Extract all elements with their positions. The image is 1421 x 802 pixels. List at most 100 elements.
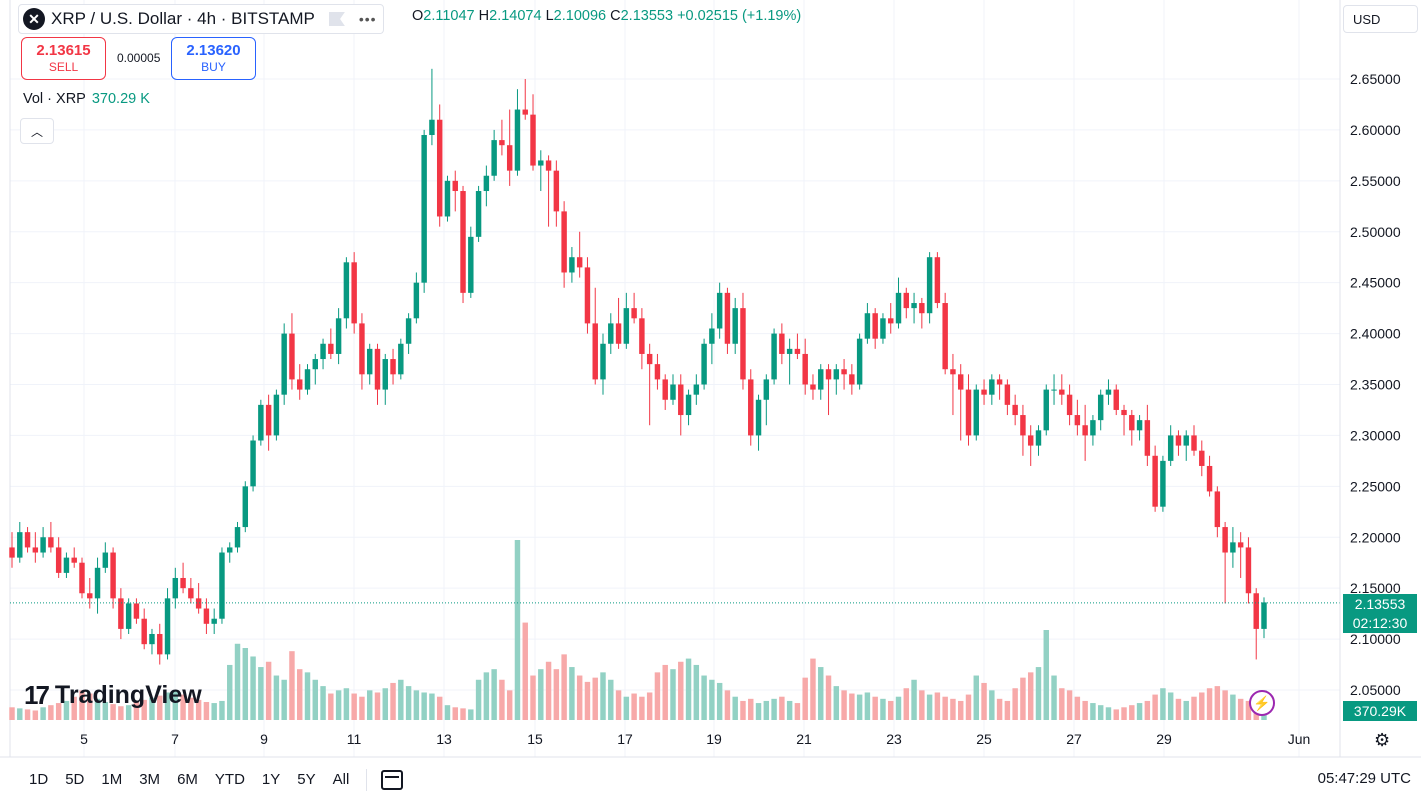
utc-clock[interactable]: 05:47:29 UTC (1317, 770, 1411, 787)
flag-icon[interactable] (328, 12, 345, 26)
ohlc-high-label: H (478, 8, 490, 24)
candle-body (1020, 415, 1026, 436)
range-button-1m[interactable]: 1M (101, 771, 123, 788)
candle-body (561, 211, 567, 273)
range-button-1y[interactable]: 1Y (261, 771, 281, 788)
volume-bar (670, 669, 676, 720)
candle-body (429, 119, 435, 136)
volume-bar (398, 679, 404, 720)
volume-bar (1191, 696, 1197, 720)
candle-body (475, 191, 482, 237)
symbol-title[interactable]: XRP / U.S. Dollar · 4h · BITSTAMP (51, 9, 315, 28)
candle-body (926, 257, 933, 314)
gear-icon[interactable]: ⚙ (1374, 730, 1391, 750)
price-tick-label: 2.65000 (1350, 71, 1401, 87)
volume-bar (1144, 700, 1151, 720)
buy-label: BUY (201, 59, 226, 74)
candle-body (1012, 404, 1018, 416)
volume-bar (157, 695, 163, 720)
time-axis[interactable]: 5 7 9 11 13 15 17 19 21 23 25 27 29 Jun (80, 731, 1310, 747)
volume-bar (654, 672, 661, 720)
candle-body (685, 394, 692, 416)
volume-bar (709, 679, 715, 720)
candle-body (786, 348, 793, 354)
candle-body (522, 109, 528, 115)
time-tick-label: 15 (527, 731, 543, 747)
volume-bar (623, 696, 630, 720)
volume-bar (576, 675, 583, 720)
sell-button[interactable]: 2.13615 SELL (21, 37, 106, 80)
range-button-3m[interactable]: 3M (139, 771, 161, 788)
candle-body (950, 369, 956, 375)
volume-bar (864, 692, 871, 720)
range-button-6m[interactable]: 6M (177, 771, 198, 788)
volume-bar (320, 686, 326, 720)
buy-button[interactable]: 2.13620 BUY (171, 37, 256, 80)
volume-bar (996, 698, 1003, 720)
candle-body (1136, 420, 1143, 431)
candle-body (468, 236, 474, 293)
volume-bar (1082, 700, 1088, 720)
candle-body (709, 328, 715, 344)
candle-body (1237, 542, 1244, 548)
candle-body (195, 598, 202, 609)
candle-body (452, 180, 458, 192)
candle-body (623, 308, 630, 344)
chevron-up-icon: ︿ (30, 124, 43, 139)
volume-bar (1129, 705, 1135, 720)
calendar-icon[interactable] (381, 769, 404, 790)
candle-body (320, 343, 326, 360)
volume-bar (926, 694, 933, 720)
volume-bar (32, 710, 39, 720)
price-tick-label: 2.55000 (1350, 173, 1401, 189)
candle-body (849, 374, 855, 385)
range-button-5y[interactable]: 5Y (297, 771, 316, 788)
range-button-ytd[interactable]: YTD (214, 771, 245, 788)
volume-bar (965, 694, 972, 720)
volume-legend[interactable]: Vol · XRP 370.29 K (23, 91, 150, 107)
lightning-icon[interactable]: ⚡ (1249, 690, 1275, 716)
price-axis[interactable]: 2.65000 2.60000 2.55000 2.50000 2.45000 2.400… (1350, 71, 1401, 698)
volume-bar (1105, 707, 1112, 720)
price-tick-label: 2.60000 (1350, 122, 1401, 138)
range-button-1d[interactable]: 1D (29, 771, 49, 788)
volume-bar (102, 702, 109, 720)
price-tick-label: 2.30000 (1350, 427, 1401, 443)
time-tick-label: 21 (796, 731, 812, 747)
candle-body (304, 369, 311, 390)
volume-bar (359, 696, 365, 720)
candle-body (592, 323, 598, 380)
candle-body (242, 486, 249, 528)
candle-body (1066, 394, 1073, 416)
price-tick-label: 2.50000 (1350, 224, 1401, 240)
volume-bar (94, 698, 101, 720)
candle-body (55, 547, 62, 573)
candle-body (989, 379, 995, 395)
volume-bar (919, 690, 925, 720)
volume-bar (343, 688, 350, 720)
time-tick-label: 11 (347, 731, 362, 747)
symbol-header[interactable]: ✕ XRP / U.S. Dollar · 4h · BITSTAMP ••• (18, 4, 384, 34)
candle-body (1175, 435, 1182, 446)
volume-bar (405, 686, 412, 720)
collapse-legend-button[interactable]: ︿ (20, 118, 54, 144)
candle-body (856, 338, 863, 385)
ohlc-open-label: O (412, 8, 424, 24)
volume-bar (258, 667, 264, 720)
volume-bar (273, 675, 280, 720)
price-tick-label: 2.20000 (1350, 529, 1401, 545)
candle-body (390, 359, 396, 375)
candle-body (888, 318, 894, 324)
volume-bar (1160, 688, 1166, 720)
candle-body (973, 389, 979, 436)
price-tick-label: 2.10000 (1350, 631, 1401, 647)
currency-selector[interactable]: USD (1343, 5, 1418, 33)
more-dots-icon[interactable]: ••• (358, 11, 377, 27)
range-button-5d[interactable]: 5D (65, 771, 85, 788)
range-button-all[interactable]: All (332, 771, 350, 788)
tradingview-logo-icon: 17 (24, 680, 50, 710)
chart-grid (10, 0, 1340, 757)
volume-bar (1012, 688, 1018, 720)
tradingview-logo[interactable]: 17 TradingView (24, 680, 202, 711)
